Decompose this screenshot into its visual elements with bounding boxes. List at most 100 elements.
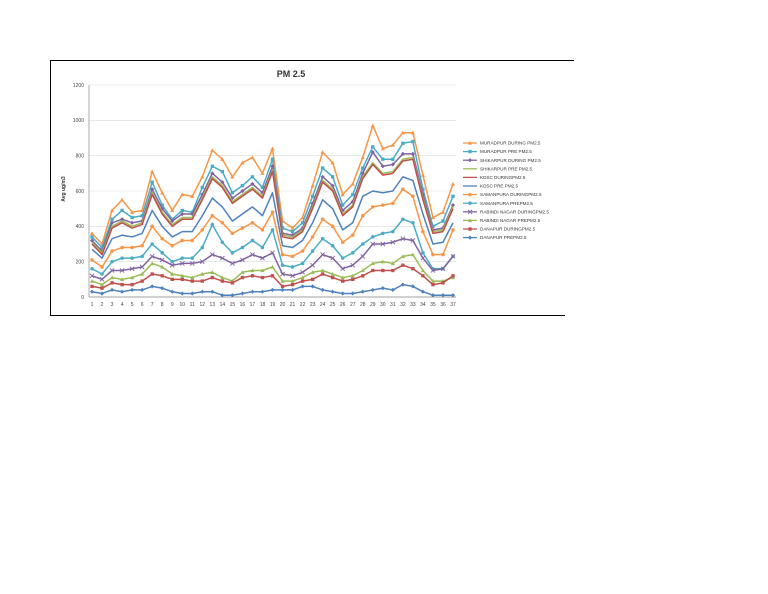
data-point — [431, 252, 435, 257]
data-point — [467, 218, 473, 223]
data-point — [220, 221, 225, 225]
data-point — [430, 215, 436, 220]
data-point — [401, 263, 405, 267]
data-point — [370, 241, 376, 247]
data-point-stroke — [320, 252, 326, 258]
x-tick-label: 13 — [210, 302, 216, 308]
data-point — [119, 277, 125, 282]
y-tick-label: 400 — [76, 224, 85, 230]
data-point — [170, 289, 175, 294]
data-point — [100, 272, 104, 276]
data-point — [110, 217, 114, 221]
data-point — [160, 203, 164, 207]
data-point — [280, 287, 285, 293]
data-point — [370, 287, 375, 293]
data-point — [410, 151, 415, 156]
data-point — [390, 142, 395, 147]
data-point — [180, 291, 185, 296]
legend-item: MURADPUR PRE PM2.5 — [463, 149, 532, 154]
data-point — [350, 291, 355, 296]
data-point — [159, 257, 165, 263]
data-point — [89, 289, 95, 294]
data-point — [139, 264, 145, 270]
series-4 — [91, 158, 454, 256]
data-point-stroke — [179, 261, 185, 266]
data-point-stroke — [330, 255, 336, 261]
legend-item: SAMANPURA DURINGPM2.5 — [463, 192, 542, 197]
data-point — [240, 245, 245, 250]
series-8 — [89, 236, 456, 282]
data-point — [190, 275, 195, 280]
data-point — [330, 183, 335, 188]
series-11 — [89, 282, 456, 298]
data-point — [120, 245, 124, 250]
x-tick-label: 29 — [370, 302, 376, 308]
data-point — [260, 185, 265, 190]
x-tick-label: 19 — [270, 302, 276, 308]
data-point — [330, 175, 335, 179]
data-point — [89, 231, 95, 236]
data-point — [180, 192, 185, 197]
data-point — [130, 275, 135, 280]
data-point — [270, 264, 275, 269]
data-point — [150, 180, 154, 184]
data-point — [340, 256, 345, 260]
data-point — [310, 262, 316, 268]
data-point — [421, 187, 425, 191]
data-point — [130, 256, 134, 260]
legend-label: DANAPUR PREPM2.5 — [480, 235, 527, 240]
data-point-stroke — [99, 276, 105, 282]
data-point — [230, 251, 235, 255]
data-point — [90, 235, 94, 239]
data-point — [109, 287, 115, 293]
data-point — [381, 268, 385, 273]
data-point — [260, 255, 265, 261]
data-point — [290, 282, 295, 287]
data-point — [350, 262, 356, 268]
data-point — [430, 293, 436, 298]
data-point — [239, 257, 245, 263]
data-point — [110, 259, 114, 264]
x-tick-label: 3 — [111, 302, 114, 308]
data-point — [230, 191, 235, 195]
series-9 — [89, 252, 456, 287]
x-tick-label: 15 — [230, 302, 236, 308]
data-point — [290, 229, 295, 234]
x-tick-label: 5 — [131, 302, 134, 308]
data-point — [290, 279, 295, 283]
x-tick-label: 16 — [240, 302, 246, 308]
legend-item: SHIKARPUR PRE PM2.5 — [463, 166, 533, 171]
x-tick-label: 23 — [310, 302, 316, 308]
data-point — [189, 261, 195, 266]
data-point — [190, 256, 195, 260]
data-point — [99, 291, 105, 296]
data-point — [468, 192, 472, 197]
data-point — [401, 187, 405, 192]
data-point-stroke — [129, 266, 135, 272]
series-line — [91, 253, 454, 286]
data-point — [320, 174, 325, 179]
data-point — [300, 261, 305, 266]
data-point — [410, 284, 415, 289]
data-point — [467, 158, 473, 163]
data-point — [260, 289, 265, 294]
data-point — [280, 252, 285, 257]
data-point — [220, 240, 225, 245]
x-tick-label: 6 — [141, 302, 144, 308]
data-point — [441, 252, 445, 257]
legend: MURADPUR DURING PM2.5 MURADPUR PRE PM2.5 S… — [463, 141, 549, 240]
data-point — [169, 262, 175, 268]
data-point — [129, 266, 135, 272]
data-point — [420, 173, 426, 177]
legend-label: SHIKARPUR DURING PM2.5 — [480, 158, 541, 163]
data-point — [230, 174, 235, 179]
data-point — [119, 197, 125, 202]
x-tick-label: 12 — [200, 302, 206, 308]
x-tick-label: 14 — [220, 302, 226, 308]
data-point — [209, 252, 215, 258]
data-point — [320, 268, 325, 273]
data-point — [220, 279, 225, 283]
data-point — [440, 210, 446, 214]
data-point — [179, 261, 185, 266]
